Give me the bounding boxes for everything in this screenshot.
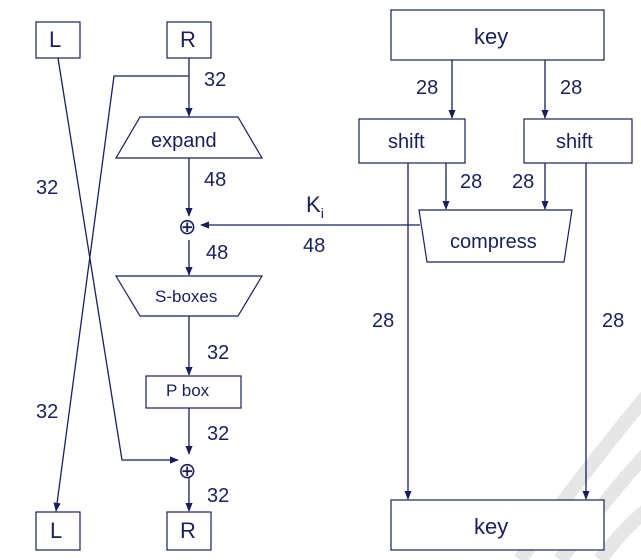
width-shift-right-to-key: 28 (602, 310, 625, 332)
l-to-xor-crossing-line (57, 57, 179, 464)
expand-trapezoid (114, 116, 264, 159)
subkey-label: Ki (306, 192, 324, 221)
subkey-subscript: i (320, 205, 324, 221)
width-shift-left-to-key: 28 (372, 310, 395, 332)
key-bottom-label: key (474, 514, 509, 539)
l-bottom-box (35, 511, 81, 551)
width-sboxes-to-pbox: 32 (207, 342, 230, 364)
shift-right-box (523, 118, 633, 164)
sboxes-label: S-boxes (155, 287, 218, 306)
sboxes-trapezoid (114, 275, 264, 317)
r-to-l-crossing-line (53, 75, 189, 512)
width-shift-right-to-compress: 28 (512, 171, 535, 193)
width-r-to-expand: 32 (204, 69, 227, 91)
width-xor-to-sboxes: 48 (206, 242, 229, 264)
r-bottom-label: R (180, 518, 196, 543)
width-subkey: 48 (303, 235, 326, 257)
shift-left-label: shift (388, 131, 425, 153)
subkey-base: K (306, 192, 321, 217)
pbox-label: P box (166, 381, 210, 400)
r-bottom-box (166, 511, 212, 551)
key-top-label: key (474, 24, 509, 49)
xor-top-icon: ⊕ (178, 215, 197, 240)
compress-label: compress (450, 231, 537, 253)
shift-right-label: shift (556, 131, 593, 153)
shift-left-box (358, 118, 466, 164)
width-l-path-lower: 32 (36, 401, 59, 423)
width-pbox-to-xor: 32 (207, 423, 230, 445)
key-top-box (390, 9, 605, 61)
width-key-to-shift-right: 28 (560, 77, 583, 99)
l-top-box (35, 21, 81, 59)
l-bottom-label: L (50, 518, 63, 543)
pbox-box (145, 375, 242, 409)
width-key-to-shift-left: 28 (416, 77, 439, 99)
width-shift-left-to-compress: 28 (460, 171, 483, 193)
key-bottom-box (390, 499, 605, 551)
compress-trapezoid (418, 209, 573, 263)
xor-bottom-icon: ⊕ (178, 459, 197, 484)
width-l-path-upper: 32 (36, 177, 59, 199)
expand-label: expand (151, 130, 217, 152)
l-top-label: L (49, 27, 62, 52)
r-top-box (166, 21, 212, 59)
width-xor-to-r: 32 (207, 485, 230, 507)
width-expand-to-xor: 48 (204, 169, 227, 191)
r-top-label: R (180, 27, 196, 52)
